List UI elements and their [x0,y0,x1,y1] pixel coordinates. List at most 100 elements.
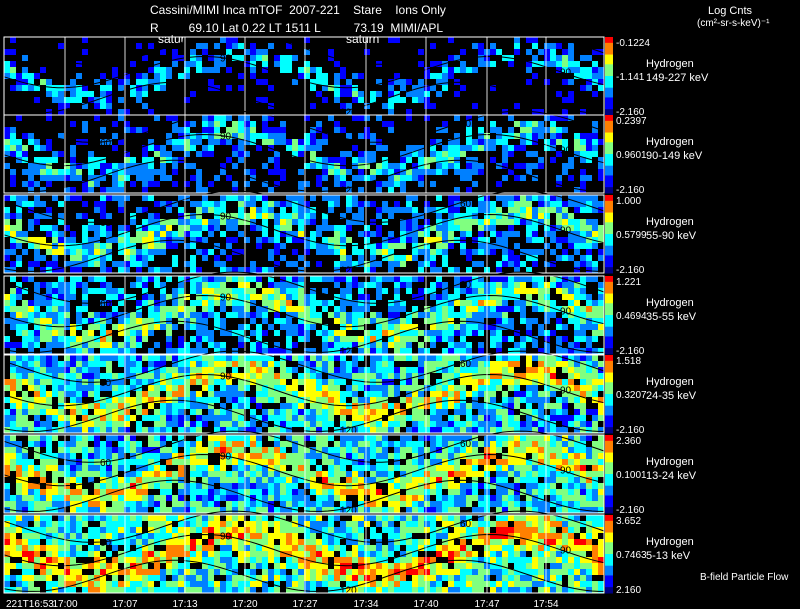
heatmap-cell [136,175,142,181]
heatmap-cell [412,85,418,91]
heatmap-cell [370,91,376,97]
heatmap-cell [148,175,154,181]
heatmap-cell [274,151,280,157]
heatmap-cell [94,115,100,121]
heatmap-cell [238,139,244,145]
heatmap-cell [286,67,292,73]
heatmap-cell [34,288,40,294]
heatmap-cell [202,121,208,127]
heatmap-cell [70,409,76,415]
heatmap-cell [442,324,448,330]
heatmap-cell [160,73,166,79]
heatmap-cell [70,397,76,403]
heatmap-cell [232,37,238,43]
heatmap-cell [472,163,478,169]
heatmap-cell [94,397,100,403]
heatmap-cell [238,330,244,336]
heatmap-cell [88,312,94,318]
heatmap-cell [562,391,568,397]
heatmap-cell [250,330,256,336]
heatmap-cell [34,181,40,187]
heatmap-cell [220,447,226,453]
heatmap-cell [358,213,364,219]
heatmap-cell [202,294,208,300]
heatmap-cell [532,231,538,237]
heatmap-cell [166,459,172,465]
panel-frame [3,275,605,355]
heatmap-cell [562,139,568,145]
heatmap-cell [568,361,574,367]
heatmap-cell [172,261,178,267]
heatmap-cell [106,237,112,243]
heatmap-cell [46,435,52,441]
heatmap-cell [220,403,226,409]
heatmap-cell [208,495,214,501]
heatmap-cell [346,151,352,157]
heatmap-cell [28,501,34,507]
heatmap-cell [388,243,394,249]
heatmap-cell [64,471,70,477]
heatmap-cell [214,391,220,397]
heatmap-cell [202,306,208,312]
heatmap-cell [430,61,436,67]
heatmap-cell [190,55,196,61]
heatmap-cell [544,306,550,312]
heatmap-cell [58,109,64,115]
contour-label: 90 [560,386,572,397]
heatmap-cell [394,163,400,169]
heatmap-cell [64,187,70,193]
heatmap-cell [148,139,154,145]
heatmap-cell [226,507,232,513]
heatmap-cell [292,367,298,373]
colorbar-segment [605,368,613,372]
heatmap-cell [112,379,118,385]
heatmap-cell [376,415,382,421]
heatmap-cell [574,300,580,306]
heatmap-cell [196,453,202,459]
heatmap-cell [280,175,286,181]
heatmap-cell [94,355,100,361]
colorbar-segment [605,150,613,153]
heatmap-cell [310,300,316,306]
heatmap-cell [430,361,436,367]
contour-line [3,213,605,247]
heatmap-cell [94,163,100,169]
heatmap-cell [472,379,478,385]
heatmap-cell [346,348,352,354]
heatmap-cell [244,435,250,441]
heatmap-cell [400,385,406,391]
heatmap-cell [226,225,232,231]
heatmap-cell [430,397,436,403]
heatmap-cell [472,157,478,163]
heatmap-cell [532,37,538,43]
heatmap-cell [280,373,286,379]
heatmap-cell [280,288,286,294]
heatmap-cell [220,507,226,513]
heatmap-cell [376,507,382,513]
heatmap-cell [406,403,412,409]
heatmap-cell [598,403,604,409]
heatmap-cell [436,139,442,145]
heatmap-cell [130,435,136,441]
heatmap-cell [496,312,502,318]
heatmap-cell [388,477,394,483]
colorbar-segment [605,154,613,157]
heatmap-cell [412,255,418,261]
heatmap-cell [208,85,214,91]
heatmap-cell [112,73,118,79]
heatmap-cell [532,213,538,219]
heatmap-cell [472,403,478,409]
heatmap-cell [250,342,256,348]
heatmap-cell [364,421,370,427]
heatmap-cell [532,237,538,243]
heatmap-cell [502,403,508,409]
heatmap-cell [568,397,574,403]
heatmap-cell [34,163,40,169]
heatmap-cell [334,397,340,403]
heatmap-cell [118,169,124,175]
heatmap-cell [4,133,10,139]
heatmap-cell [4,139,10,145]
heatmap-cell [100,201,106,207]
heatmap-cell [430,151,436,157]
heatmap-cell [328,85,334,91]
